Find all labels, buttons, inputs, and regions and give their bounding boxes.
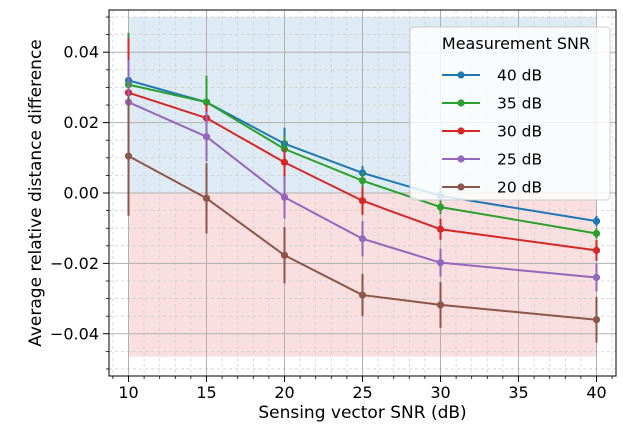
legend-label: 30 dB	[497, 123, 542, 141]
data-point	[592, 229, 601, 238]
legend-label: 25 dB	[497, 151, 542, 169]
series-line	[128, 91, 597, 252]
legend-entry: 30 dB	[442, 123, 542, 141]
series-line	[128, 155, 597, 321]
data-point	[436, 203, 445, 211]
data-point	[202, 133, 211, 141]
legend-marker	[457, 99, 465, 107]
tick-labels: 10 15 20 25 30 35 40 0.04 0.02 0.00 −0.02 −0.04	[50, 43, 607, 402]
y-tick-label: −0.02	[50, 254, 99, 273]
x-axis-label: Sensing vector SNR (dB)	[258, 403, 466, 423]
data-point	[358, 235, 367, 243]
series-line	[128, 83, 597, 235]
legend-entry: 25 dB	[442, 151, 542, 169]
data-point	[202, 194, 211, 202]
data-point	[436, 259, 445, 267]
legend-entries: 40 dB 35 dB 30 dB 25 dB 20 dB	[442, 67, 542, 197]
x-tick-label: 40	[586, 383, 606, 402]
data-point	[358, 197, 367, 205]
x-tick-label: 15	[196, 383, 216, 402]
x-tick-label: 30	[430, 383, 450, 402]
legend-marker	[457, 127, 465, 135]
legend-marker	[457, 183, 465, 191]
data-point	[592, 316, 601, 324]
data-point	[280, 193, 289, 201]
data-point	[358, 177, 367, 185]
y-tick-label: 0.00	[63, 184, 99, 203]
x-tick-label: 25	[352, 383, 372, 402]
y-tick-label: −0.04	[50, 324, 99, 343]
data-point	[436, 301, 445, 309]
x-tick-label: 10	[118, 383, 138, 402]
data-point	[592, 273, 601, 282]
data-point	[358, 291, 367, 299]
data-point	[280, 251, 289, 259]
x-tick-label: 35	[508, 383, 528, 402]
x-tick-label: 20	[274, 383, 294, 402]
data-point	[280, 158, 289, 166]
data-point	[436, 225, 445, 233]
legend-marker	[457, 71, 465, 79]
data-point	[592, 217, 601, 225]
legend-entry: 40 dB	[442, 67, 542, 85]
series-20-db	[124, 96, 601, 343]
data-point	[592, 246, 601, 254]
legend-entry: 20 dB	[442, 179, 542, 197]
data-point	[202, 98, 211, 106]
legend-label: 35 dB	[497, 95, 542, 113]
legend-label: 20 dB	[497, 179, 542, 197]
axis-ticks	[103, 16, 613, 382]
y-tick-label: 0.02	[63, 113, 99, 132]
y-tick-label: 0.04	[63, 43, 99, 62]
data-point	[124, 152, 133, 160]
legend-title: Measurement SNR	[442, 34, 590, 53]
legend-marker	[457, 155, 465, 163]
legend: Measurement SNR 40 dB 35 dB 30 dB 25 dB 20 d…	[409, 26, 611, 201]
legend-entry: 35 dB	[442, 95, 542, 113]
series-line	[128, 101, 597, 279]
y-axis-label: Average relative distance difference	[26, 39, 46, 347]
legend-label: 40 dB	[497, 67, 542, 85]
